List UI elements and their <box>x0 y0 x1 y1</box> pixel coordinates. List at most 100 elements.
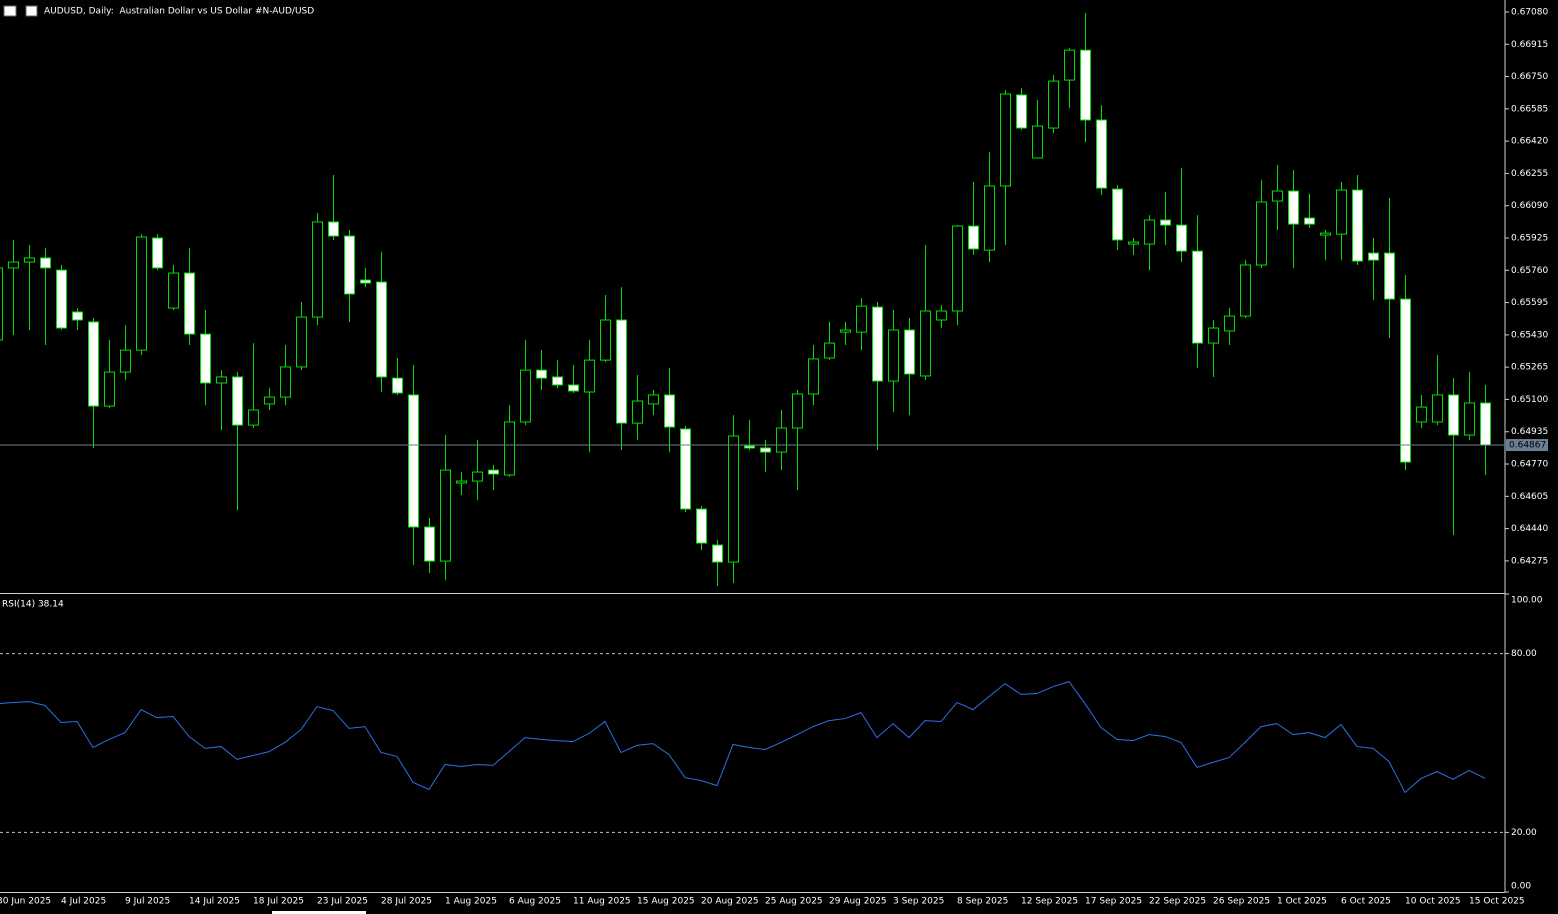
candle-body <box>744 445 755 449</box>
y-tick-label: 0.66585 <box>1511 104 1548 114</box>
candle-body <box>1480 402 1491 446</box>
candle-body <box>1448 394 1459 436</box>
candle-body <box>104 371 115 407</box>
candle-body <box>664 394 675 428</box>
candle-body <box>888 329 899 382</box>
candle-body <box>120 349 131 373</box>
y-tick-label: 0.65925 <box>1511 234 1548 244</box>
candle-body <box>264 396 275 405</box>
x-tick-label: 20 Aug 2025 <box>701 897 759 907</box>
candle-body <box>1368 252 1379 261</box>
candle-body <box>8 261 19 269</box>
candle-body <box>248 409 259 426</box>
y-tick-label: 20.00 <box>1511 828 1537 838</box>
candle-body <box>0 267 3 341</box>
candle-body <box>1464 402 1475 436</box>
candle-body <box>712 544 723 563</box>
x-tick-label: 28 Jul 2025 <box>381 897 432 907</box>
rsi-line <box>0 681 1486 794</box>
candle-body <box>1304 217 1315 225</box>
candle-body <box>200 333 211 384</box>
candle-body <box>904 329 915 375</box>
candle-body <box>232 376 243 426</box>
icon-menu[interactable] <box>3 5 17 17</box>
y-tick-label: 0.66255 <box>1511 169 1548 179</box>
y-tick-label: 100.00 <box>1511 596 1543 606</box>
candle-body <box>696 508 707 544</box>
candle-body <box>184 272 195 335</box>
price-label: 0.64867 <box>1509 441 1546 451</box>
candle-body <box>808 358 819 395</box>
candle-body <box>312 221 323 318</box>
y-tick-label: 0.65430 <box>1511 330 1548 340</box>
candle-body <box>520 369 531 423</box>
candle-body <box>1080 49 1091 121</box>
candle-body <box>328 221 339 237</box>
candle-body <box>600 319 611 361</box>
candle-body <box>1224 315 1235 332</box>
candle-body <box>88 321 99 407</box>
candle-body <box>1176 224 1187 252</box>
icon-chart[interactable] <box>25 5 38 17</box>
candle-body <box>616 319 627 424</box>
x-tick-label: 1 Oct 2025 <box>1277 897 1327 907</box>
y-tick-label: 0.66090 <box>1511 201 1548 211</box>
candle-body <box>456 480 467 484</box>
candle-body <box>168 272 179 309</box>
candle-body <box>40 257 51 269</box>
candle-body <box>952 225 963 312</box>
candle-body <box>1432 394 1443 423</box>
y-tick-label: 0.00 <box>1511 882 1531 892</box>
candle-body <box>424 526 435 562</box>
candle-body <box>728 435 739 563</box>
candle-body <box>1128 241 1139 245</box>
x-tick-label: 1 Aug 2025 <box>445 897 497 907</box>
candle-body <box>632 400 643 424</box>
price-label-box <box>1506 439 1548 452</box>
y-tick-label: 0.66420 <box>1511 137 1548 147</box>
candle-body <box>1208 327 1219 344</box>
candle-body <box>792 393 803 429</box>
candle-body <box>936 310 947 321</box>
x-tick-label: 23 Jul 2025 <box>317 897 368 907</box>
candle-body <box>1064 49 1075 81</box>
y-tick-label: 0.66915 <box>1511 40 1548 50</box>
x-tick-label: 15 Aug 2025 <box>637 897 695 907</box>
candle-body <box>920 310 931 377</box>
candle-body <box>1416 406 1427 423</box>
scrollbar[interactable] <box>272 911 366 914</box>
candle-body <box>552 376 563 386</box>
candle-body <box>488 469 499 475</box>
y-tick-label: 0.65595 <box>1511 298 1548 308</box>
candle-body <box>648 394 659 405</box>
candle-body <box>280 366 291 398</box>
y-tick-label: 0.64770 <box>1511 460 1548 470</box>
candle-body <box>680 428 691 510</box>
candle-body <box>584 359 595 393</box>
x-tick-label: 26 Sep 2025 <box>1213 897 1270 907</box>
candle-body <box>392 377 403 394</box>
x-tick-label: 14 Jul 2025 <box>189 897 240 907</box>
candle-body <box>984 185 995 251</box>
candle-body <box>824 342 835 359</box>
x-tick-label: 9 Jul 2025 <box>125 897 170 907</box>
candle-body <box>1160 219 1171 226</box>
x-tick-label: 22 Sep 2025 <box>1149 897 1206 907</box>
candle-body <box>776 427 787 453</box>
candle-body <box>1048 80 1059 129</box>
candle-body <box>1192 250 1203 344</box>
candle-body <box>72 311 83 321</box>
y-tick-label: 0.65265 <box>1511 363 1548 373</box>
candle-body <box>136 236 147 351</box>
y-tick-label: 0.66750 <box>1511 72 1548 82</box>
candle-body <box>568 384 579 392</box>
candle-body <box>440 469 451 562</box>
y-tick-label: 0.67080 <box>1511 7 1548 17</box>
candle-body <box>1240 264 1251 317</box>
candle-body <box>1032 125 1043 159</box>
candle-body <box>1400 298 1411 463</box>
candle-body <box>56 269 67 329</box>
x-tick-label: 6 Oct 2025 <box>1341 897 1391 907</box>
